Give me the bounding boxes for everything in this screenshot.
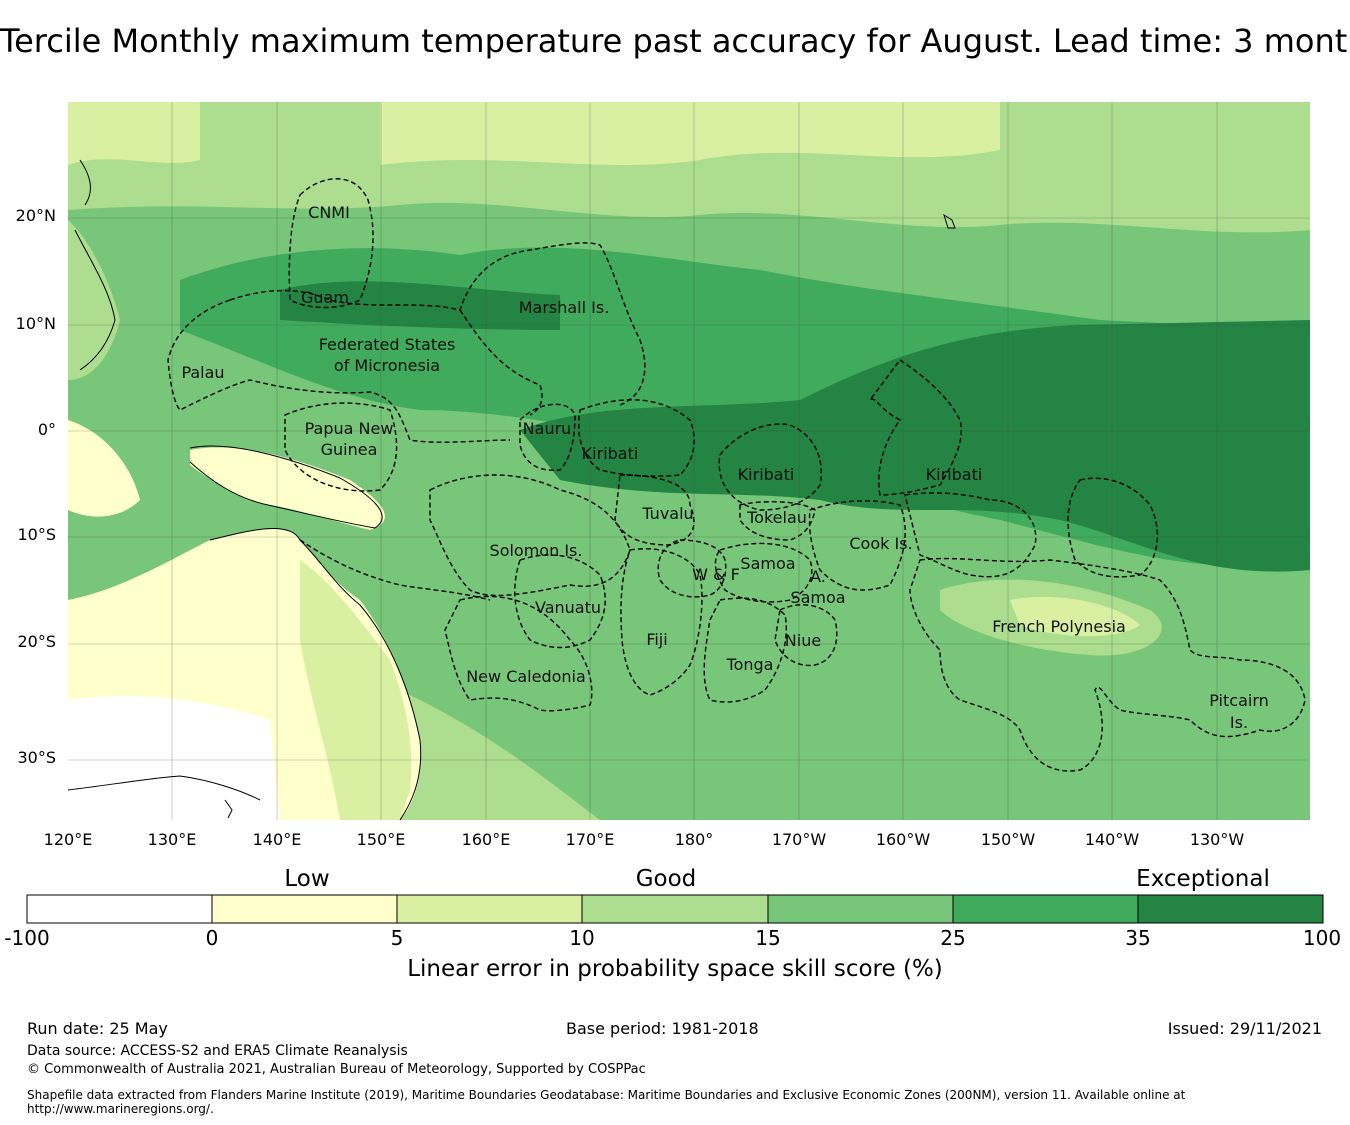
label-tonga: Tonga xyxy=(726,655,774,674)
base-period: Base period: 1981-2018 xyxy=(566,1019,759,1038)
label-french-polynesia: French Polynesia xyxy=(992,617,1126,636)
lat-tick-10n: 10°N xyxy=(15,314,56,333)
colorbar-segment-7 xyxy=(1138,895,1323,923)
label-fsm-line1: Federated States xyxy=(319,335,456,354)
eez-boundaries xyxy=(167,178,1306,772)
lon-tick-150w: 150°W xyxy=(980,830,1036,849)
lon-tick-180: 180° xyxy=(674,830,714,849)
lon-tick-160e: 160°E xyxy=(461,830,511,849)
run-date: Run date: 25 May xyxy=(27,1019,168,1038)
colorbar-tick: 25 xyxy=(940,926,966,950)
coastlines xyxy=(68,159,956,820)
colorbar-segment-3 xyxy=(397,895,582,923)
graticule xyxy=(68,102,1310,820)
label-kiribati-phoenix: Kiribati xyxy=(738,465,795,484)
label-niue: Niue xyxy=(785,631,821,650)
shapefile-credit: Shapefile data extracted from Flanders M… xyxy=(27,1088,1186,1116)
lat-tick-20n: 20°N xyxy=(15,206,56,225)
colorbar-segment-1 xyxy=(27,895,212,923)
label-guam: Guam xyxy=(301,288,349,307)
region-labels: CNMI Guam Marshall Is. Federated States … xyxy=(181,203,1268,732)
label-tokelau: Tokelau xyxy=(746,508,807,527)
colorbar-tick: 10 xyxy=(569,926,595,950)
label-samoa: Samoa xyxy=(740,554,795,573)
label-marshall-islands: Marshall Is. xyxy=(519,298,610,317)
colorbar-tick: 15 xyxy=(755,926,781,950)
data-source: Data source: ACCESS-S2 and ERA5 Climate … xyxy=(27,1043,408,1059)
lon-tick-140w: 140°W xyxy=(1084,830,1140,849)
map-panel: CNMI Guam Marshall Is. Federated States … xyxy=(68,102,1310,820)
label-solomon-islands: Solomon Is. xyxy=(490,541,583,560)
colorbar-tick: 5 xyxy=(390,926,404,950)
label-american-samoa-line1: A. xyxy=(810,567,826,586)
lon-tick-120e: 120°E xyxy=(43,830,93,849)
label-cnmi: CNMI xyxy=(308,203,350,222)
colorbar-segment-4 xyxy=(582,895,768,923)
label-wallis-futuna: W & F xyxy=(692,565,740,584)
lon-tick-170w: 170°W xyxy=(771,830,827,849)
colorbar xyxy=(26,894,1324,924)
lon-tick-150e: 150°E xyxy=(356,830,406,849)
label-american-samoa-line2: Samoa xyxy=(790,588,845,607)
lon-tick-160w: 160°W xyxy=(875,830,931,849)
label-nauru: Nauru xyxy=(523,419,572,438)
colorbar-tick: 100 xyxy=(1302,926,1342,950)
lon-tick-140e: 140°E xyxy=(252,830,302,849)
label-pitcairn-line1: Pitcairn xyxy=(1209,691,1269,710)
label-png-line2: Guinea xyxy=(321,440,378,459)
lat-tick-0: 0° xyxy=(37,420,56,439)
map-title: Tercile Monthly maximum temperature past… xyxy=(0,22,1350,60)
issued-date: Issued: 29/11/2021 xyxy=(1167,1019,1322,1038)
colorbar-label: Linear error in probability space skill … xyxy=(407,956,943,982)
colorbar-tick: -100 xyxy=(4,926,50,950)
category-exceptional: Exceptional xyxy=(1136,866,1270,892)
label-kiribati-gilbert: Kiribati xyxy=(582,444,639,463)
colorbar-tick: 0 xyxy=(205,926,219,950)
label-kiribati-line: Kiribati xyxy=(926,465,983,484)
lat-tick-30s: 30°S xyxy=(17,748,56,767)
label-png-line1: Papua New xyxy=(305,419,394,438)
colorbar-segment-6 xyxy=(953,895,1138,923)
label-vanuatu: Vanuatu xyxy=(535,598,601,617)
colorbar-tick: 35 xyxy=(1125,926,1151,950)
label-fiji: Fiji xyxy=(646,630,667,649)
category-good: Good xyxy=(635,866,697,892)
lon-tick-170e: 170°E xyxy=(565,830,615,849)
lon-tick-130w: 130°W xyxy=(1189,830,1245,849)
lat-tick-20s: 20°S xyxy=(17,632,56,651)
label-pitcairn-line2: Is. xyxy=(1230,713,1248,732)
label-palau: Palau xyxy=(181,363,224,382)
lat-tick-10s: 10°S xyxy=(17,525,56,544)
label-fsm-line2: of Micronesia xyxy=(334,356,440,375)
colorbar-segment-5 xyxy=(768,895,953,923)
category-low: Low xyxy=(284,866,330,892)
label-cook-islands: Cook Is. xyxy=(849,534,912,553)
label-new-caledonia: New Caledonia xyxy=(466,667,586,686)
colorbar-segment-2 xyxy=(212,895,397,923)
copyright: © Commonwealth of Australia 2021, Austra… xyxy=(27,1062,646,1077)
lon-tick-130e: 130°E xyxy=(147,830,197,849)
label-tuvalu: Tuvalu xyxy=(641,504,693,523)
